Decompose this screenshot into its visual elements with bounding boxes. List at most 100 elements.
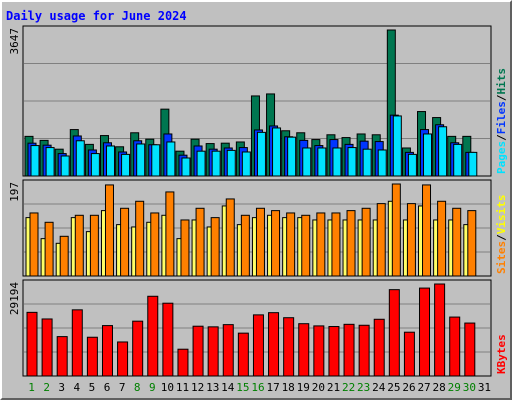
day-label-17: 17: [266, 381, 279, 394]
day-label-22: 22: [342, 381, 355, 394]
day-label-15: 15: [236, 381, 249, 394]
sites-bar-day-29: [452, 207, 462, 277]
kbytes-bar-day-7: [117, 341, 129, 377]
kbytes-bar-day-6: [101, 325, 113, 377]
day-label-27: 27: [417, 381, 430, 394]
pages-bar-day-20: [317, 147, 327, 177]
day-label-13: 13: [206, 381, 219, 394]
pages-bar-day-15: [241, 151, 251, 177]
kbytes-bar-day-8: [132, 320, 144, 377]
pages-bar-day-11: [181, 157, 191, 177]
kbytes-bar-day-25: [388, 289, 400, 377]
pages-bar-day-4: [75, 140, 85, 177]
kbytes-bar-day-15: [237, 332, 249, 377]
chart-title: Daily usage for June 2024: [6, 9, 187, 23]
chart-panels: 3647 197 29194 Pages/Files/Hits Sites/Visits…: [8, 25, 508, 377]
legend-sites: Sites: [495, 241, 508, 274]
kbytes-bar-day-5: [86, 336, 98, 377]
sites-bar-day-13: [210, 217, 220, 277]
kbytes-bar-day-21: [328, 326, 340, 377]
day-label-31: 31: [478, 381, 491, 394]
kbytes-bar-day-9: [147, 295, 159, 377]
kbytes-bar-day-24: [373, 318, 385, 377]
sites-bar-day-3: [59, 235, 69, 277]
kbytes-bar-day-23: [358, 324, 370, 377]
pages-bar-day-18: [287, 136, 297, 177]
sites-bar-day-11: [180, 219, 190, 277]
kbytes-bar-day-14: [222, 324, 234, 377]
kbytes-bar-day-29: [449, 316, 461, 377]
day-label-1: 1: [28, 381, 35, 394]
pages-bar-day-9: [151, 144, 161, 177]
pages-bar-day-21: [332, 147, 342, 177]
day-label-19: 19: [297, 381, 310, 394]
day-label-29: 29: [448, 381, 461, 394]
panel-2-max-label: 197: [8, 182, 21, 202]
sites-bar-day-18: [286, 212, 296, 277]
legend-hits: Hits: [495, 68, 508, 95]
pages-bar-day-14: [226, 149, 236, 177]
legend-files: Files: [495, 101, 508, 134]
day-label-8: 8: [134, 381, 141, 394]
legend-visits: Visits: [495, 195, 508, 235]
kbytes-bar-day-16: [252, 314, 264, 377]
pages-bar-day-17: [272, 127, 282, 177]
pages-bar-day-26: [407, 153, 417, 177]
pages-bar-day-6: [105, 145, 115, 177]
kbytes-bar-day-20: [313, 325, 325, 377]
kbytes-bar-day-2: [41, 318, 53, 377]
sites-bar-day-9: [150, 212, 160, 277]
day-label-6: 6: [104, 381, 111, 394]
kbytes-bar-day-13: [207, 326, 219, 377]
pages-bar-day-28: [438, 126, 448, 177]
sites-bar-day-28: [437, 200, 447, 277]
sites-bar-day-25: [391, 183, 401, 277]
sites-bar-day-20: [316, 212, 326, 277]
sites-bar-day-15: [240, 214, 250, 277]
day-label-18: 18: [282, 381, 295, 394]
sites-bar-day-14: [225, 198, 235, 277]
day-label-24: 24: [372, 381, 386, 394]
kbytes-bar-day-17: [268, 312, 280, 377]
sites-bar-day-30: [467, 210, 477, 277]
day-label-7: 7: [119, 381, 126, 394]
day-label-16: 16: [251, 381, 264, 394]
pages-bar-day-3: [60, 155, 70, 177]
day-label-5: 5: [89, 381, 96, 394]
sites-bar-day-8: [135, 200, 145, 277]
sites-bar-day-19: [301, 214, 311, 277]
kbytes-bar-day-22: [343, 323, 355, 377]
pages-bar-day-13: [211, 150, 221, 177]
kbytes-bar-day-30: [464, 322, 476, 377]
day-label-28: 28: [433, 381, 446, 394]
kbytes-bar-day-27: [419, 287, 431, 377]
pages-bar-day-5: [90, 153, 100, 177]
kbytes-bar-day-3: [56, 336, 68, 377]
sites-bar-day-5: [89, 214, 99, 277]
day-label-23: 23: [357, 381, 370, 394]
day-axis: 1 2 3 4 5 6 7 8 9 10 11 12 13 14 15 16 17 18 19 20 21 22 23 24 2…: [28, 381, 491, 394]
day-label-14: 14: [221, 381, 235, 394]
day-label-12: 12: [191, 381, 204, 394]
sites-bar-day-7: [120, 207, 130, 277]
pages-bar-day-19: [302, 147, 312, 177]
day-label-3: 3: [58, 381, 65, 394]
day-label-2: 2: [43, 381, 50, 394]
pages-bar-day-24: [377, 149, 387, 177]
day-label-30: 30: [463, 381, 476, 394]
kbytes-bar-day-18: [283, 317, 295, 377]
panel-1-max-label: 3647: [8, 28, 21, 55]
day-label-10: 10: [161, 381, 174, 394]
sites-bar-day-10: [165, 191, 175, 277]
legend-pages: Pages: [495, 141, 508, 174]
day-label-4: 4: [74, 381, 81, 394]
legend-kbytes: KBytes: [495, 334, 508, 374]
day-label-26: 26: [402, 381, 415, 394]
kbytes-bar-day-4: [71, 309, 83, 377]
pages-bar-day-8: [136, 143, 146, 177]
sites-bar-day-1: [29, 212, 39, 277]
legend-visits-sites: Sites/Visits: [495, 195, 508, 275]
pages-bar-day-1: [30, 145, 40, 177]
pages-bar-day-29: [453, 143, 463, 177]
